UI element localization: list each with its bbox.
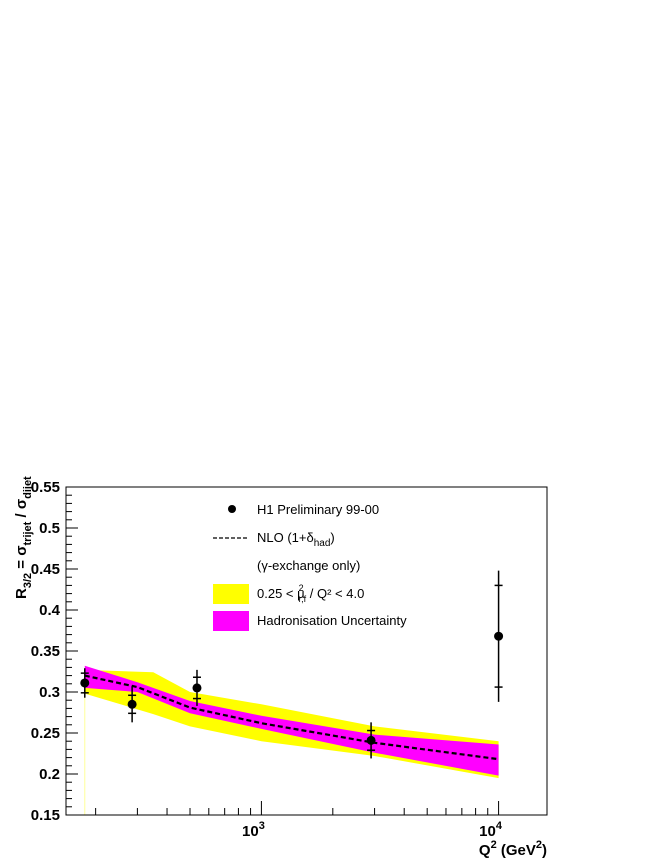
x-tick-label: 104 <box>479 820 503 840</box>
y-tick-label: 0.5 <box>39 520 60 537</box>
x-tick-label: 103 <box>242 820 265 840</box>
y-tick-label: 0.4 <box>39 602 61 619</box>
nlo-curve <box>84 674 499 761</box>
y-axis-title: R3/2 = σtrijet / σdijet <box>13 476 34 599</box>
legend-marker-data <box>228 505 236 513</box>
data-point <box>494 570 504 702</box>
legend-label-scale: 0.25 < μ2 r,f / Q² < 4.0 <box>257 583 364 604</box>
data-marker <box>127 699 137 709</box>
data-point <box>127 686 137 723</box>
data-marker <box>494 631 504 641</box>
uncertainty-bands <box>84 665 499 815</box>
data-marker <box>366 735 376 745</box>
y-tick-label: 0.55 <box>31 479 60 496</box>
y-tick-label: 0.3 <box>39 684 60 701</box>
y-tick-label: 0.2 <box>39 766 60 783</box>
x-axis-title: Q2 (GeV2) <box>479 839 547 859</box>
data-marker <box>192 683 202 693</box>
data-point <box>192 669 202 706</box>
y-tick-label: 0.15 <box>31 807 60 824</box>
legend-label-data: H1 Preliminary 99-00 <box>257 502 379 517</box>
legend-swatch-scale <box>213 584 249 604</box>
legend-swatch-hadronisation <box>213 611 249 631</box>
hadronisation-band <box>84 665 499 776</box>
axis-titles: Q2 (GeV2) R3/2 = σtrijet / σdijet <box>13 476 547 859</box>
data-marker <box>80 678 90 688</box>
legend-note: (γ-exchange only) <box>257 558 360 573</box>
data-point <box>80 668 90 698</box>
data-points-group <box>80 570 504 759</box>
y-tick-label: 0.25 <box>31 725 60 742</box>
legend: H1 Preliminary 99-00 NLO (1+δhad) (γ-excha… <box>213 502 407 631</box>
legend-label-hadronisation: Hadronisation Uncertainty <box>257 613 407 628</box>
y-tick-label: 0.35 <box>31 643 60 660</box>
nlo-curve-group <box>84 674 499 761</box>
axes: 0.15 0.2 0.25 0.3 0.35 0.4 0.45 0.5 0.55 103 104 <box>31 479 503 840</box>
data-point <box>366 722 376 759</box>
legend-label-nlo: NLO (1+δhad) <box>257 530 335 549</box>
y-tick-label: 0.45 <box>31 561 60 578</box>
